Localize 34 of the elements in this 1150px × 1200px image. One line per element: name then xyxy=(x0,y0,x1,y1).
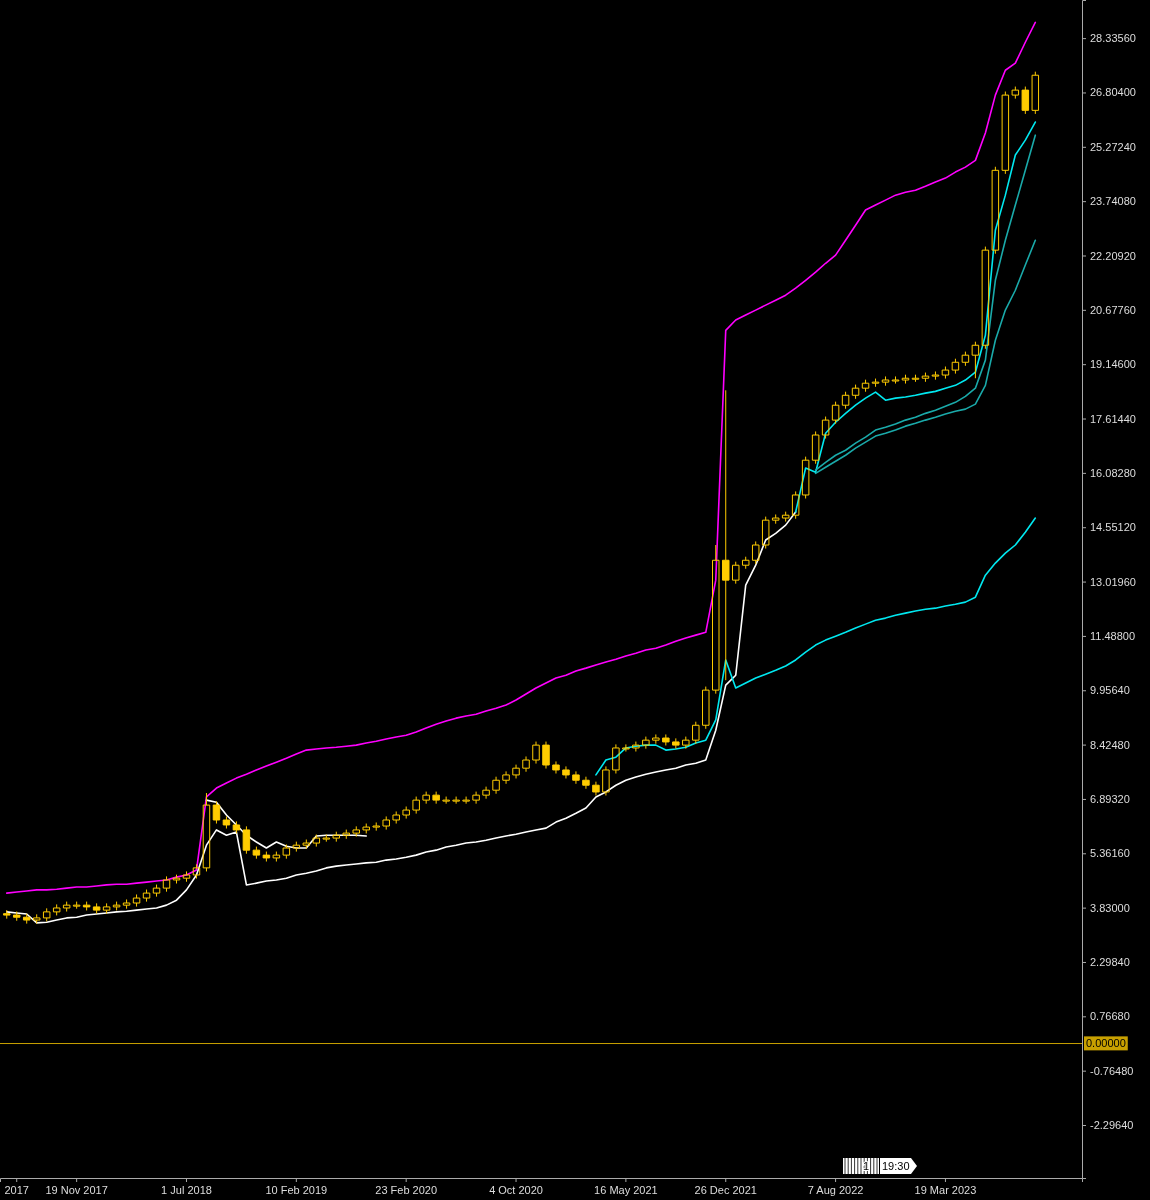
x-tick-label: 19 Mar 2023 xyxy=(914,1183,977,1196)
y-tick-label: 3.83000 xyxy=(1090,901,1130,914)
y-tick-label: 26.80400 xyxy=(1090,86,1136,99)
y-tick-label: 28.33560 xyxy=(1090,32,1136,45)
annotation: 1 xyxy=(862,1160,870,1172)
x-tick-label: 19 Nov 2017 xyxy=(45,1183,108,1196)
x-tick-label: 2017 xyxy=(4,1183,29,1196)
annotation: 19:30 xyxy=(882,1160,910,1172)
y-tick-label: 9.95640 xyxy=(1090,684,1130,697)
x-tick-label: 7 Aug 2022 xyxy=(807,1183,864,1196)
x-tick-label: 26 Dec 2021 xyxy=(694,1183,757,1196)
y-tick-label: 23.74080 xyxy=(1090,195,1136,208)
y-tick-label: 14.55120 xyxy=(1090,521,1136,534)
y-tick-label: 25.27240 xyxy=(1090,140,1136,153)
y-tick-label: -2.29640 xyxy=(1090,1119,1134,1132)
y-tick-label: 16.08280 xyxy=(1090,466,1136,479)
y-tick-label: 19.14600 xyxy=(1090,358,1136,371)
y-tick-label: 8.42480 xyxy=(1090,738,1130,751)
x-tick-label: 16 May 2021 xyxy=(594,1183,658,1196)
y-tick-label: 5.36160 xyxy=(1090,847,1130,860)
x-tick-label: 10 Feb 2019 xyxy=(265,1183,328,1196)
x-tick-label: 1 Jul 2018 xyxy=(161,1183,212,1196)
x-tick-label: 23 Feb 2020 xyxy=(375,1183,438,1196)
y-tick-label: 20.67760 xyxy=(1090,303,1136,316)
y-tick-label: 2.29840 xyxy=(1090,955,1130,968)
y-tick-label: 22.20920 xyxy=(1090,249,1136,262)
y-tick-label: 6.89320 xyxy=(1090,792,1130,805)
y-tick-label: 13.01960 xyxy=(1090,575,1136,588)
ref-line-label: 0.00000 xyxy=(1086,1037,1126,1050)
x-tick-label: 4 Oct 2020 xyxy=(489,1183,543,1196)
y-tick-label: 0.76680 xyxy=(1090,1010,1130,1023)
y-tick-label: -0.76480 xyxy=(1090,1064,1134,1077)
y-tick-label: 11.48800 xyxy=(1090,629,1136,642)
y-tick-label: 17.61440 xyxy=(1090,412,1136,425)
